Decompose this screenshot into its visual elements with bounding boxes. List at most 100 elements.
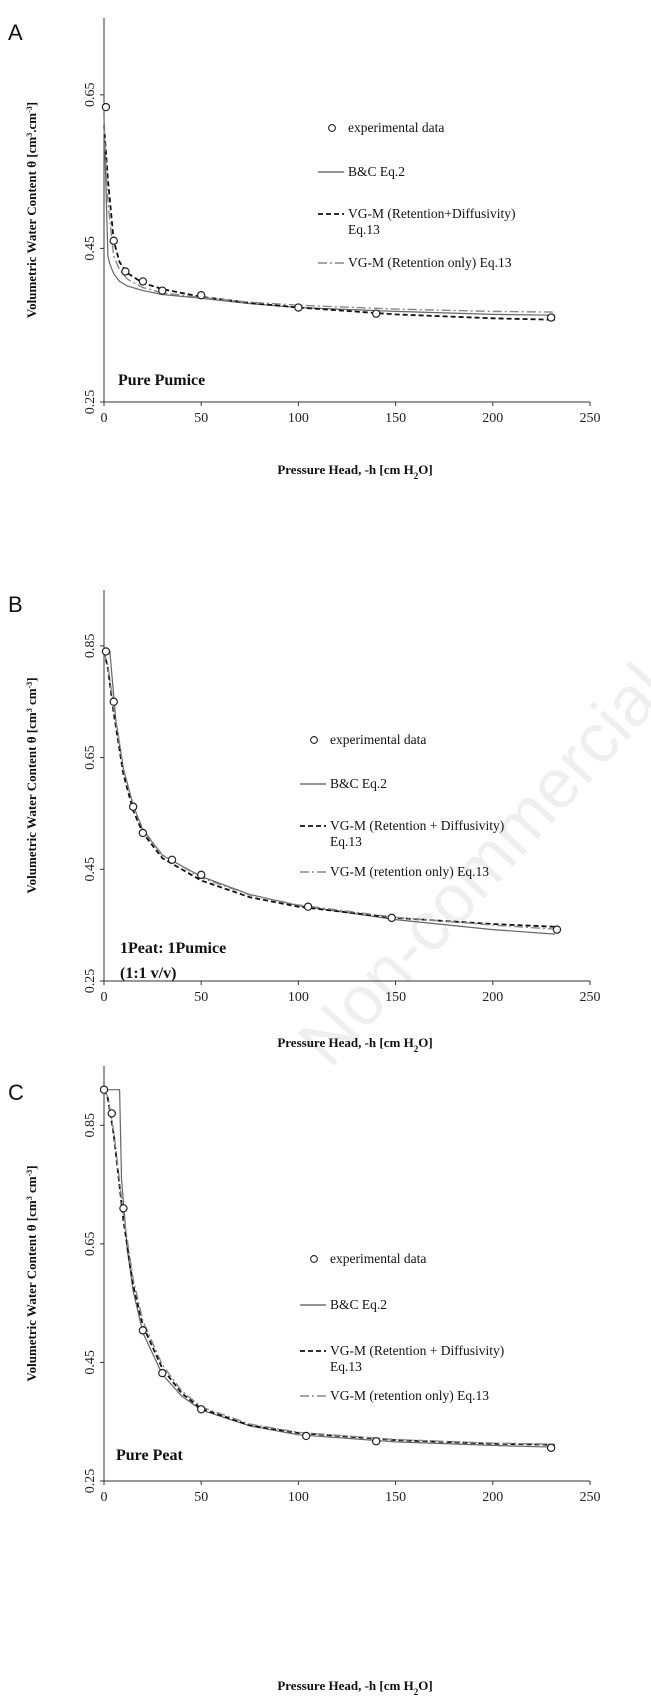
y-axis-title-part: Volumetric Water Content θ [ [24, 1217, 39, 1382]
x-tick-label: 150 [385, 411, 406, 426]
data-point [387, 913, 396, 923]
legend-label: VG-M (Retention+Diffusivity) [348, 206, 515, 221]
y-axis-title-sup: -3 [25, 106, 34, 113]
y-tick-label: 0.85 [83, 1113, 98, 1138]
y-tick-label: 0.85 [83, 634, 98, 659]
x-tick-label: 100 [288, 1490, 309, 1505]
series-line-1 [103, 117, 556, 316]
x-tick-label: 150 [385, 990, 406, 1005]
legend-marker-experimental [310, 736, 318, 744]
y-tick-label: 0.65 [83, 1232, 98, 1257]
legend-marker-experimental [328, 124, 336, 132]
x-tick-label: 250 [580, 1490, 601, 1505]
y-axis-title-part: . [24, 130, 39, 133]
y-axis-title-part: Volumetric Water Content θ [ [24, 153, 39, 318]
data-point [196, 291, 206, 300]
y-axis-title-sup: -3 [25, 682, 34, 689]
chart-panel-b: B 0 50 100 150 200 250 0.25 0.45 0.65 0.85 Pressure… [8, 590, 601, 1054]
legend-label: VG-M (retention only) Eq.13 [330, 1388, 489, 1403]
x-axis-title-sub: 2 [414, 1687, 419, 1697]
data-point [121, 267, 130, 276]
x-axis-title-part: O] [418, 1035, 432, 1050]
panel-annotation: (1:1 v/v) [120, 965, 176, 982]
data-point [128, 802, 138, 811]
y-axis-title: Volumetric Water Content θ [cm3 cm-3] [24, 1165, 39, 1381]
x-axis-title-sub: 2 [414, 1044, 419, 1054]
legend-label: Eq.13 [330, 1359, 362, 1374]
y-axis-title-part: ] [24, 677, 39, 681]
chart-panel-c: C 0 50 100 150 200 250 0.25 0.45 0.65 0.85 Pressure… [8, 1066, 601, 1697]
x-axis-title-part: O] [418, 1678, 432, 1693]
data-point [546, 313, 556, 322]
x-tick-label: 50 [194, 411, 208, 426]
series-line-3 [103, 1089, 556, 1445]
x-tick-label: 150 [385, 1490, 406, 1505]
x-tick-label: 50 [194, 990, 208, 1005]
data-point [101, 647, 111, 656]
y-axis-title-part: cm [24, 1176, 39, 1193]
y-tick-label: 0.65 [83, 83, 98, 108]
x-tick-label: 250 [580, 411, 601, 426]
x-axis-title-part: Pressure Head, -h [cm H [277, 1035, 413, 1050]
x-tick-label: 200 [482, 411, 503, 426]
data-point [196, 1405, 206, 1414]
legend-label: experimental data [330, 732, 426, 747]
legend-label: B&C Eq.2 [348, 164, 405, 179]
y-axis-title-part: ] [24, 102, 39, 106]
x-axis-title: Pressure Head, -h [cm H2O] [277, 1678, 432, 1697]
y-axis-title: Volumetric Water Content θ [cm3 cm-3] [24, 677, 39, 893]
data-point [119, 1204, 128, 1213]
legend-label: VG-M (retention only) Eq.13 [330, 864, 489, 879]
data-point [138, 828, 148, 838]
y-tick-label: 0.25 [83, 969, 98, 994]
series-line-2 [103, 651, 556, 928]
legend: experimental data B&C Eq.2 VG-M (Retention… [300, 1251, 504, 1403]
legend-label: B&C Eq.2 [330, 776, 387, 791]
data-point [109, 697, 118, 706]
x-tick-label: 100 [288, 411, 309, 426]
data-point [158, 1368, 167, 1378]
x-tick-label: 0 [101, 1490, 108, 1505]
data-point [99, 1085, 109, 1094]
y-axis-title-sup: 3 [25, 133, 34, 137]
legend-label: Eq.13 [330, 834, 362, 849]
chart-panel-a: A 0 50 100 150 200 250 0.25 0.45 0.65 Pressure Hea… [8, 18, 601, 481]
panel-annotation: Pure Pumice [118, 372, 205, 389]
y-axis-title-sup: -3 [25, 1170, 34, 1177]
legend-label: experimental data [348, 120, 444, 135]
series-line-2 [103, 125, 556, 321]
data-point [301, 1431, 311, 1441]
data-point [371, 309, 381, 318]
data-point [107, 1109, 116, 1118]
y-tick-label: 0.45 [83, 1350, 98, 1375]
y-axis-title-part: ] [24, 1165, 39, 1169]
panel-label: B [8, 592, 23, 617]
panel-label: C [8, 1080, 24, 1105]
data-point [294, 303, 303, 312]
legend-marker-experimental [310, 1255, 318, 1263]
data-point [158, 286, 167, 295]
y-axis-title-part: Volumetric Water Content θ [ [24, 729, 39, 894]
x-tick-label: 200 [482, 990, 503, 1005]
y-axis-title-part: cm [24, 688, 39, 705]
x-tick-label: 50 [194, 1490, 208, 1505]
x-axis-title-part: Pressure Head, -h [cm H [277, 462, 413, 477]
y-axis-title-part: cm [24, 712, 39, 729]
data-point [138, 277, 148, 286]
x-axis-title-part: O] [418, 462, 432, 477]
data-point [552, 925, 562, 934]
legend: experimental data B&C Eq.2 VG-M (Retention… [300, 732, 504, 879]
legend-label: B&C Eq.2 [330, 1297, 387, 1312]
data-point [371, 1437, 381, 1446]
x-axis-title-part: Pressure Head, -h [cm H [277, 1678, 413, 1693]
legend-label: Eq.13 [348, 222, 380, 237]
y-tick-label: 0.25 [83, 1469, 98, 1494]
x-tick-label: 200 [482, 1490, 503, 1505]
legend-label: VG-M (Retention + Diffusivity) [330, 1343, 504, 1358]
legend-label: VG-M (Retention only) Eq.13 [348, 255, 512, 270]
y-axis-title-part: cm [24, 113, 39, 130]
y-axis-title-part: cm [24, 1200, 39, 1217]
y-axis-title-sup: 3 [25, 708, 34, 712]
x-tick-label: 0 [101, 990, 108, 1005]
